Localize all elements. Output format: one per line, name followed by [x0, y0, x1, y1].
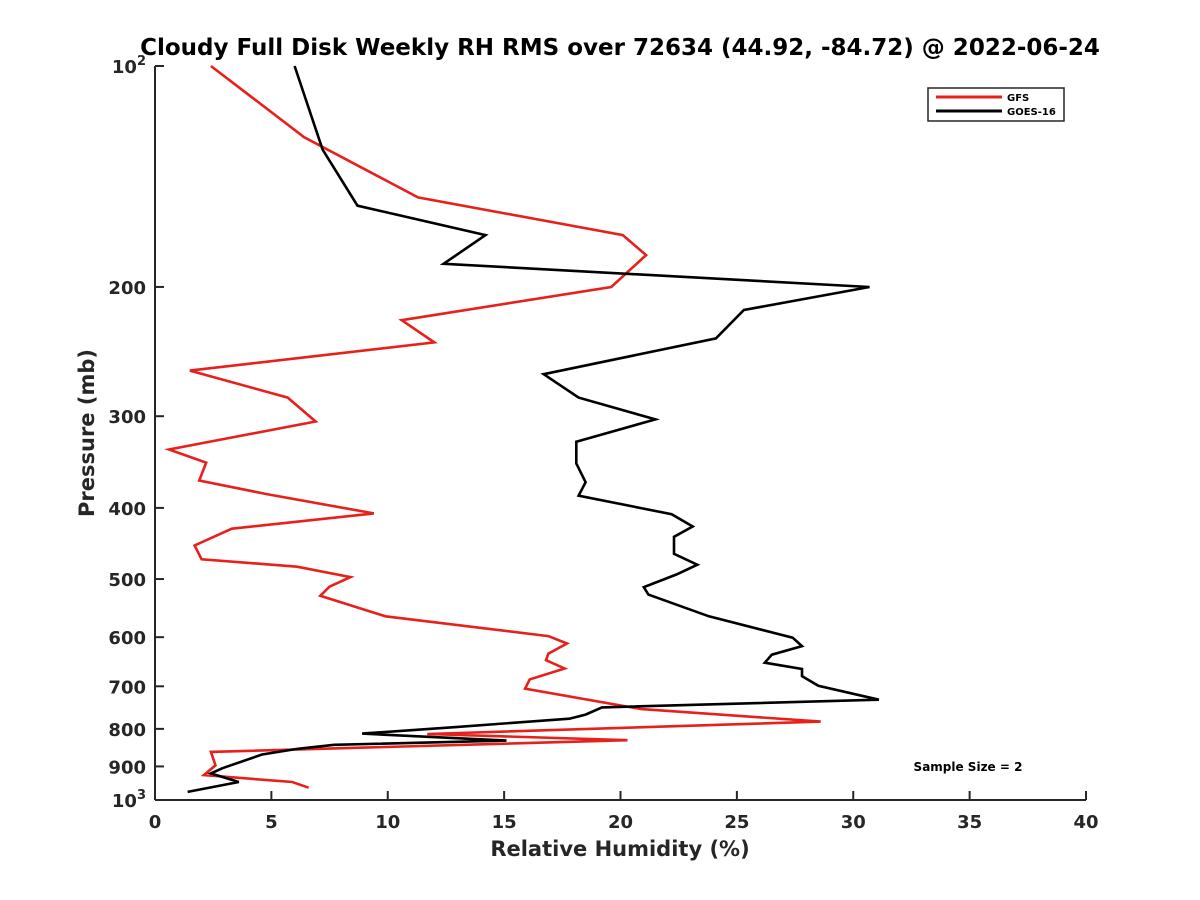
- y-tick-label: 800: [108, 720, 146, 741]
- legend-label-goes16: GOES-16: [1007, 107, 1056, 118]
- chart-title: Cloudy Full Disk Weekly RH RMS over 7263…: [140, 35, 1100, 61]
- y-tick-label: 500: [108, 570, 146, 591]
- y-tick-label: 400: [108, 499, 146, 520]
- x-tick-label: 25: [724, 812, 749, 833]
- x-tick-label: 30: [841, 812, 866, 833]
- legend-box: [927, 87, 1065, 122]
- y-tick-label: 103: [112, 788, 146, 812]
- y-axis-ticks: 102 200 300 400 500 600 700 800 900 103: [108, 54, 164, 812]
- x-tick-label: 15: [492, 812, 517, 833]
- y-tick-label: 900: [108, 757, 146, 778]
- x-tick-label: 35: [957, 812, 982, 833]
- x-tick-label: 20: [608, 812, 633, 833]
- x-tick-label: 5: [265, 812, 278, 833]
- y-tick-label: 600: [108, 628, 146, 649]
- legend-label-gfs: GFS: [1007, 93, 1029, 104]
- series-line-gfs: [164, 64, 821, 789]
- y-tick-label: 300: [108, 407, 146, 428]
- sample-size-annotation: Sample Size = 2: [914, 760, 1023, 774]
- x-axis-ticks: 0 5 10 15 20 25 30 35 40: [149, 791, 1099, 833]
- x-tick-label: 40: [1073, 812, 1098, 833]
- y-axis-label: Pressure (mb): [75, 349, 99, 517]
- x-tick-label: 0: [149, 812, 162, 833]
- plot-area: [164, 64, 880, 794]
- legend: GFS GOES-16: [927, 87, 1065, 122]
- y-tick-label: 200: [108, 278, 146, 299]
- y-tick-label: 700: [108, 677, 146, 698]
- x-tick-label: 10: [375, 812, 400, 833]
- y-tick-label: 102: [112, 54, 146, 78]
- series-line-goes16: [187, 65, 880, 794]
- x-axis-label: Relative Humidity (%): [490, 837, 749, 861]
